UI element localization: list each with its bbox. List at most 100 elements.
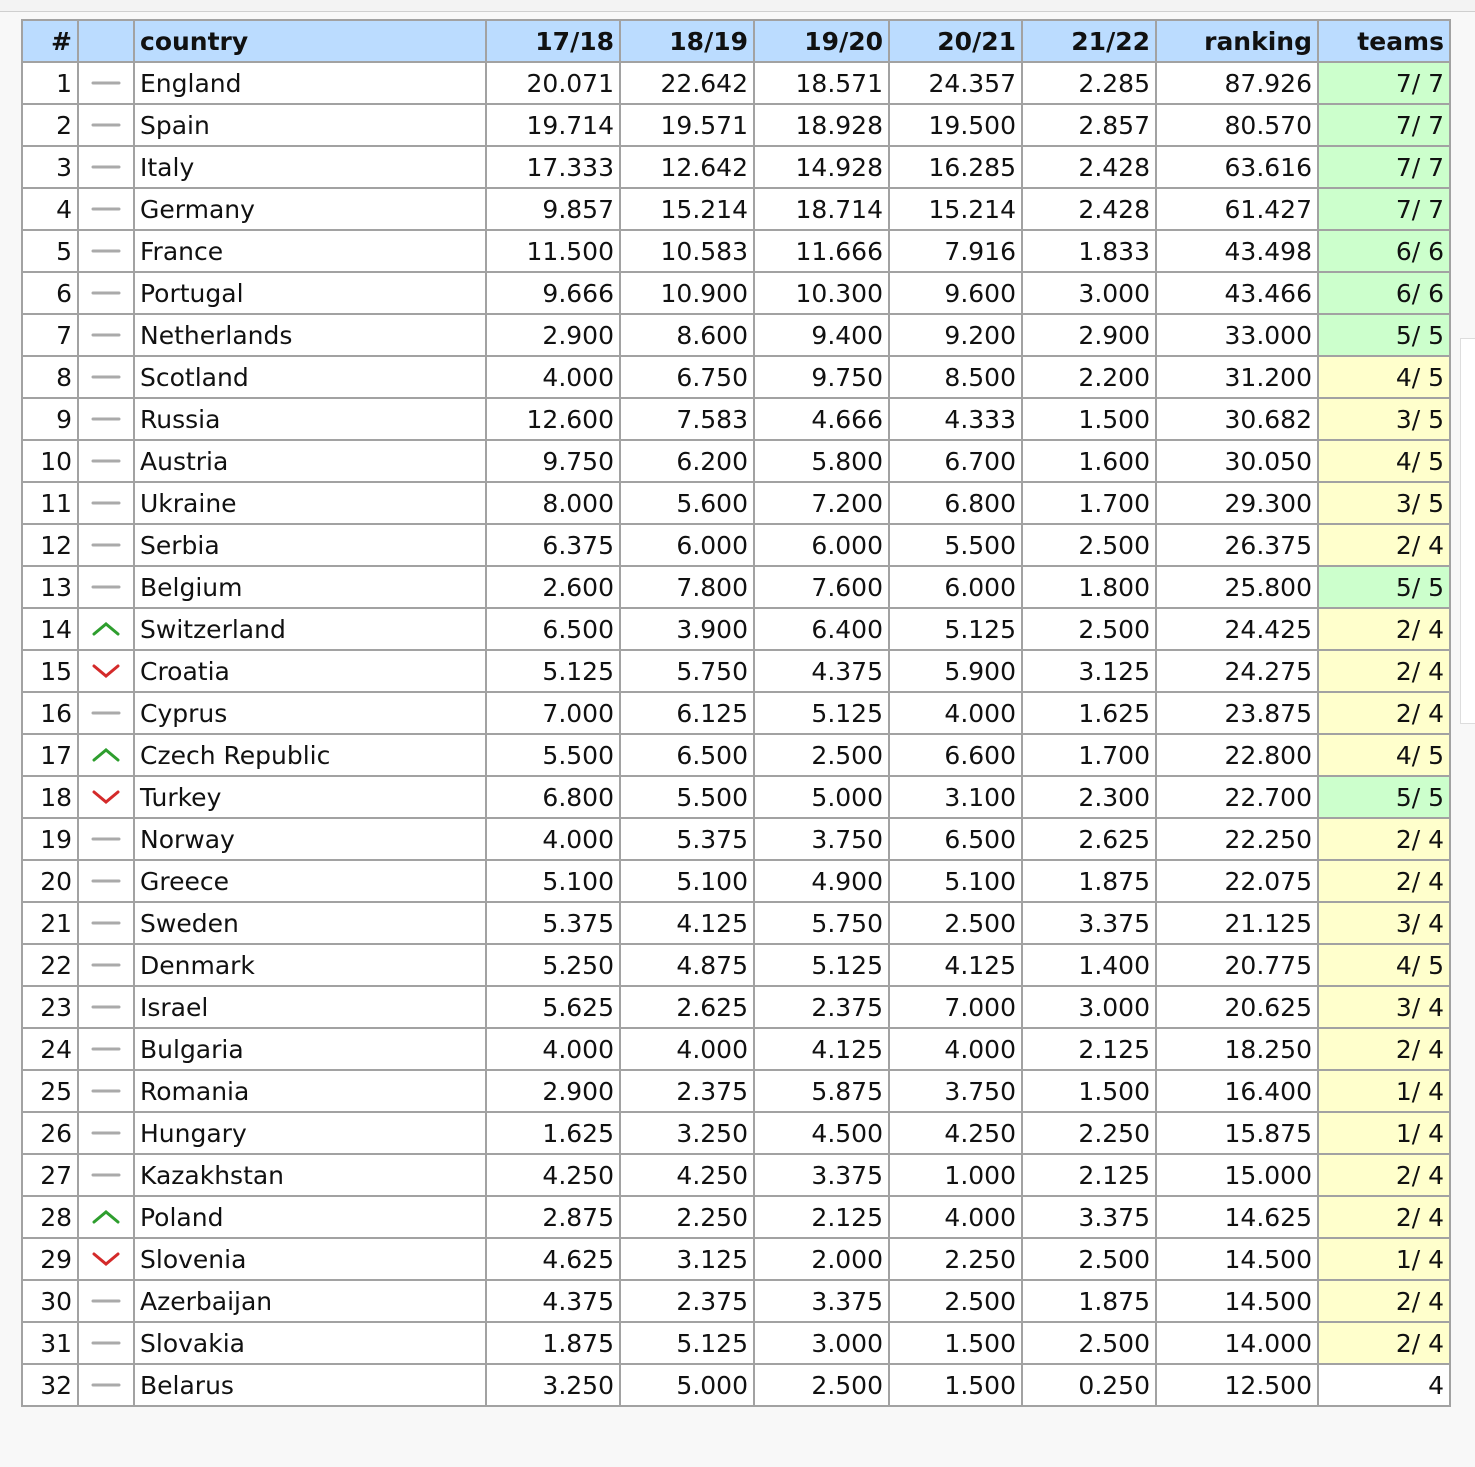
trend-cell: [77, 691, 135, 735]
trend-same-icon: [79, 245, 133, 257]
table-row: 9 Russia 12.600 7.583 4.666 4.333 1.500 30.682 3…: [21, 397, 1451, 441]
ranking-cell: 21.125: [1155, 901, 1319, 945]
col-header-trend[interactable]: [77, 19, 135, 63]
ranking-cell: 63.616: [1155, 145, 1319, 189]
rank-cell: 21: [21, 901, 79, 945]
season-18-19-cell: 5.750: [619, 649, 755, 693]
trend-same-icon: [79, 413, 133, 425]
col-header-18-19[interactable]: 18/19: [619, 19, 755, 63]
col-header-21-22[interactable]: 21/22: [1021, 19, 1157, 63]
col-header-teams[interactable]: teams: [1317, 19, 1451, 63]
season-17-18-cell: 5.100: [485, 859, 621, 903]
ranking-cell: 14.000: [1155, 1321, 1319, 1365]
rank-cell: 13: [21, 565, 79, 609]
rank-cell: 25: [21, 1069, 79, 1113]
season-17-18-cell: 4.625: [485, 1237, 621, 1281]
season-20-21-cell: 9.600: [888, 271, 1023, 315]
ranking-cell: 43.498: [1155, 229, 1319, 273]
col-header-19-20[interactable]: 19/20: [753, 19, 890, 63]
country-cell: Austria: [133, 439, 487, 483]
trend-same-icon: [79, 455, 133, 467]
teams-cell: 7/ 7: [1317, 103, 1451, 147]
season-18-19-cell: 6.750: [619, 355, 755, 399]
teams-cell: 6/ 6: [1317, 229, 1451, 273]
trend-cell: [77, 817, 135, 861]
trend-cell: [77, 1069, 135, 1113]
country-cell: Greece: [133, 859, 487, 903]
trend-same-icon: [79, 875, 133, 887]
country-cell: Croatia: [133, 649, 487, 693]
trend-cell: [77, 103, 135, 147]
trend-same-icon: [79, 1127, 133, 1139]
season-19-20-cell: 10.300: [753, 271, 890, 315]
season-19-20-cell: 2.500: [753, 1363, 890, 1407]
season-18-19-cell: 10.583: [619, 229, 755, 273]
season-19-20-cell: 7.600: [753, 565, 890, 609]
season-20-21-cell: 5.125: [888, 607, 1023, 651]
col-header-ranking[interactable]: ranking: [1155, 19, 1319, 63]
trend-same-icon: [79, 1169, 133, 1181]
season-19-20-cell: 3.000: [753, 1321, 890, 1365]
season-20-21-cell: 5.500: [888, 523, 1023, 567]
season-18-19-cell: 2.625: [619, 985, 755, 1029]
country-cell: France: [133, 229, 487, 273]
season-17-18-cell: 2.900: [485, 1069, 621, 1113]
col-header-country[interactable]: country: [133, 19, 487, 63]
ranking-cell: 22.250: [1155, 817, 1319, 861]
ranking-cell: 61.427: [1155, 187, 1319, 231]
country-cell: Kazakhstan: [133, 1153, 487, 1197]
season-19-20-cell: 5.000: [753, 775, 890, 819]
country-cell: Slovenia: [133, 1237, 487, 1281]
season-18-19-cell: 4.125: [619, 901, 755, 945]
col-header-17-18[interactable]: 17/18: [485, 19, 621, 63]
season-21-22-cell: 2.900: [1021, 313, 1157, 357]
season-21-22-cell: 2.300: [1021, 775, 1157, 819]
table-row: 15 Croatia 5.125 5.750 4.375 5.900 3.125 24.275…: [21, 649, 1451, 693]
season-18-19-cell: 15.214: [619, 187, 755, 231]
season-19-20-cell: 4.900: [753, 859, 890, 903]
teams-cell: 1/ 4: [1317, 1069, 1451, 1113]
rank-cell: 4: [21, 187, 79, 231]
trend-cell: [77, 1195, 135, 1239]
country-cell: Poland: [133, 1195, 487, 1239]
rank-cell: 18: [21, 775, 79, 819]
rank-cell: 15: [21, 649, 79, 693]
season-21-22-cell: 2.857: [1021, 103, 1157, 147]
trend-same-icon: [79, 77, 133, 89]
col-header-rank[interactable]: #: [21, 19, 79, 63]
season-19-20-cell: 4.666: [753, 397, 890, 441]
teams-cell: 1/ 4: [1317, 1111, 1451, 1155]
ranking-cell: 24.425: [1155, 607, 1319, 651]
trend-same-icon: [79, 497, 133, 509]
season-17-18-cell: 2.600: [485, 565, 621, 609]
season-20-21-cell: 19.500: [888, 103, 1023, 147]
col-header-20-21[interactable]: 20/21: [888, 19, 1023, 63]
season-17-18-cell: 3.250: [485, 1363, 621, 1407]
season-19-20-cell: 6.400: [753, 607, 890, 651]
trend-cell: [77, 355, 135, 399]
ranking-cell: 22.800: [1155, 733, 1319, 777]
season-19-20-cell: 4.125: [753, 1027, 890, 1071]
season-18-19-cell: 5.100: [619, 859, 755, 903]
season-17-18-cell: 9.750: [485, 439, 621, 483]
season-20-21-cell: 4.000: [888, 1027, 1023, 1071]
trend-up-icon: [79, 747, 133, 763]
table-row: 21 Sweden 5.375 4.125 5.750 2.500 3.375 21.125 3…: [21, 901, 1451, 945]
table-row: 22 Denmark 5.250 4.875 5.125 4.125 1.400 20.775…: [21, 943, 1451, 987]
season-21-22-cell: 2.125: [1021, 1153, 1157, 1197]
season-18-19-cell: 7.800: [619, 565, 755, 609]
season-20-21-cell: 9.200: [888, 313, 1023, 357]
season-19-20-cell: 14.928: [753, 145, 890, 189]
season-18-19-cell: 22.642: [619, 61, 755, 105]
ranking-cell: 22.075: [1155, 859, 1319, 903]
rank-cell: 30: [21, 1279, 79, 1323]
season-17-18-cell: 4.250: [485, 1153, 621, 1197]
season-19-20-cell: 9.400: [753, 313, 890, 357]
table-row: 16 Cyprus 7.000 6.125 5.125 4.000 1.625 23.875 2…: [21, 691, 1451, 735]
season-17-18-cell: 4.000: [485, 355, 621, 399]
teams-cell: 4/ 5: [1317, 355, 1451, 399]
ranking-cell: 14.500: [1155, 1279, 1319, 1323]
table-row: 18 Turkey 6.800 5.500 5.000 3.100 2.300 22.700 5…: [21, 775, 1451, 819]
ranking-cell: 26.375: [1155, 523, 1319, 567]
browser-top-bar: [0, 0, 1475, 12]
